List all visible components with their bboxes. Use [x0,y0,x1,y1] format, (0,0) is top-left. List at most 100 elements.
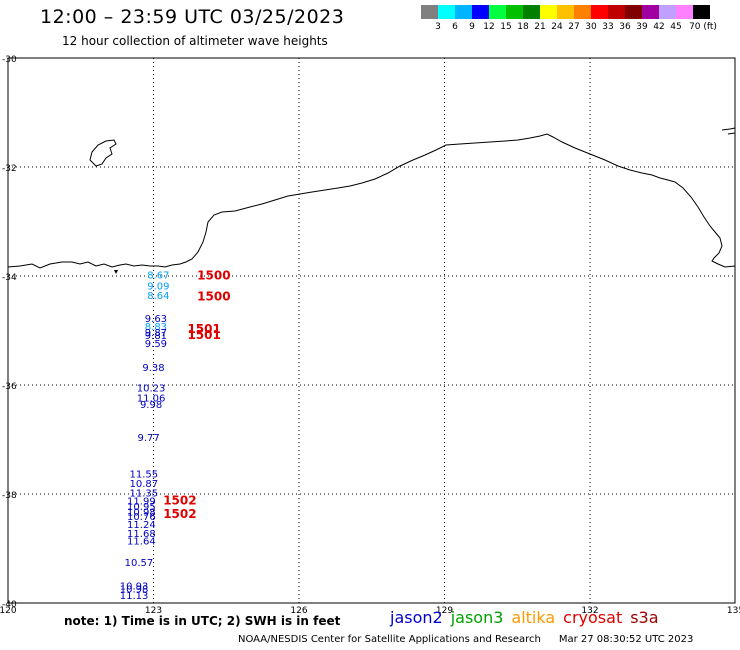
lat-label: -34 [2,273,17,283]
legend-tick-label: 30 [585,22,597,32]
island-coastline-east [721,127,736,135]
legend-swatch-15 [676,5,693,19]
island-coastline [89,139,117,167]
legend-tick-label: 18 [517,22,529,32]
wave-height-label: 10.98 [127,507,156,518]
legend-tick-label: 33 [602,22,614,32]
satellite-jason3: jason3 [450,608,504,627]
wave-height-label: 11.13 [120,591,149,602]
wave-height-label: 10.23 [137,384,166,395]
color-legend-ticks: 3 6 9 12 15 18 21 24 27 30 33 36 39 42 45 70 (ft) [421,22,740,34]
legend-swatch-8 [557,5,574,19]
legend-tick-label: 39 [636,22,648,32]
legend-swatch-6 [523,5,540,19]
wave-height-label: 9.59 [145,339,167,350]
wave-height-label: 10.93 [120,582,149,593]
legend-tick-label: 36 [619,22,631,32]
color-legend [421,5,710,19]
lon-label: 126 [290,606,307,616]
legend-swatch-14 [659,5,676,19]
lon-label: 123 [145,606,162,616]
legend-swatch-2 [455,5,472,19]
lat-label: -40 [2,600,17,610]
legend-tick-label: 3 [435,22,441,32]
wave-height-label: 11.55 [129,469,158,480]
latitude-labels: -30 -32 -34 -36 -38 -40 [2,55,17,610]
legend-swatch-1 [438,5,455,19]
legend-swatch-4 [489,5,506,19]
legend-tick-label: 24 [551,22,563,32]
wave-height-label: 9.98 [140,400,162,411]
wave-height-label: 9.63 [145,314,167,325]
legend-tick-label: 12 [483,22,495,32]
wave-height-label: 9.09 [147,281,169,292]
wave-height-label: 9.38 [142,363,164,374]
wave-height-label: 10.57 [125,558,154,569]
legend-swatch-12 [625,5,642,19]
satellite-legend: jason2 jason3 altika cryosat s3a [390,608,667,627]
pass-time-label: 1501 [187,322,220,336]
wave-height-label: 10.95 [127,502,156,513]
wave-height-label: 11.64 [127,536,156,547]
wave-height-label: 8.83 [145,322,167,333]
coast-marker [114,270,118,274]
footer-note: note: 1) Time is in UTC; 2) SWH is in fe… [64,614,341,628]
lon-label: 135 [727,606,740,616]
lat-label: -32 [2,164,17,174]
wave-height-label: 10.87 [129,479,158,490]
lat-label: -36 [2,382,17,392]
legend-swatch-0 [421,5,438,19]
lon-label: 129 [436,606,453,616]
legend-tick-label: 27 [568,22,580,32]
wave-height-label: 11.68 [127,529,156,540]
map-frame [7,57,736,604]
satellite-jason2: jason2 [390,608,443,627]
map-subtitle: 12 hour collection of altimeter wave hei… [62,34,328,48]
lon-label: 120 [0,606,17,616]
legend-swatch-13 [642,5,659,19]
legend-tick-label: 6 [452,22,458,32]
wave-height-label: 9.87 [145,328,167,339]
wave-height-label: 10.76 [127,512,156,523]
wave-height-label: 9.77 [138,433,160,444]
render-timestamp: Mar 27 08:30:52 UTC 2023 [558,634,694,645]
lon-label: 132 [581,606,598,616]
legend-swatch-9 [574,5,591,19]
pass-time-label: 1500 [197,268,230,282]
legend-tick-label: 15 [500,22,512,32]
pass-time-label: 1500 [197,290,230,304]
satellite-altika: altika [511,608,556,627]
lat-label: -30 [2,55,17,65]
legend-swatch-3 [472,5,489,19]
wave-height-label: 9.81 [145,331,167,342]
legend-swatch-10 [591,5,608,19]
wave-height-label: 8.64 [147,291,169,302]
wave-height-label: 11.06 [137,394,166,405]
wave-height-label: 8.67 [147,270,169,281]
legend-tick-label: 21 [534,22,546,32]
coastline [7,133,736,269]
pass-time-label: 1501 [187,328,220,342]
pass-time-label: 1502 [163,493,196,507]
legend-tick-label: 45 [670,22,682,32]
map-title: 12:00 – 23:59 UTC 03/25/2023 [40,6,345,28]
wave-height-observations: 8.679.098.64 9.638.839.879.819.59 9.38 10.2… [120,270,170,601]
longitude-labels: 120 123 126 129 132 135 [0,606,740,616]
legend-swatch-5 [506,5,523,19]
wave-height-label: 10.98 [120,584,149,595]
wave-height-label: 11.35 [129,488,158,499]
credit-text: NOAA/NESDIS Center for Satellite Applica… [238,634,541,645]
graticule [8,58,735,603]
wave-height-label: 11.99 [127,497,156,508]
footer-credit: NOAA/NESDIS Center for Satellite Applica… [238,634,693,645]
legend-swatch-7 [540,5,557,19]
satellite-s3a: s3a [630,608,659,627]
legend-swatch-16 [693,5,710,19]
legend-tick-label: 42 [653,22,665,32]
lat-label: -38 [2,491,17,501]
legend-swatch-11 [608,5,625,19]
satellite-cryosat: cryosat [563,608,623,627]
legend-tick-label: 9 [469,22,475,32]
